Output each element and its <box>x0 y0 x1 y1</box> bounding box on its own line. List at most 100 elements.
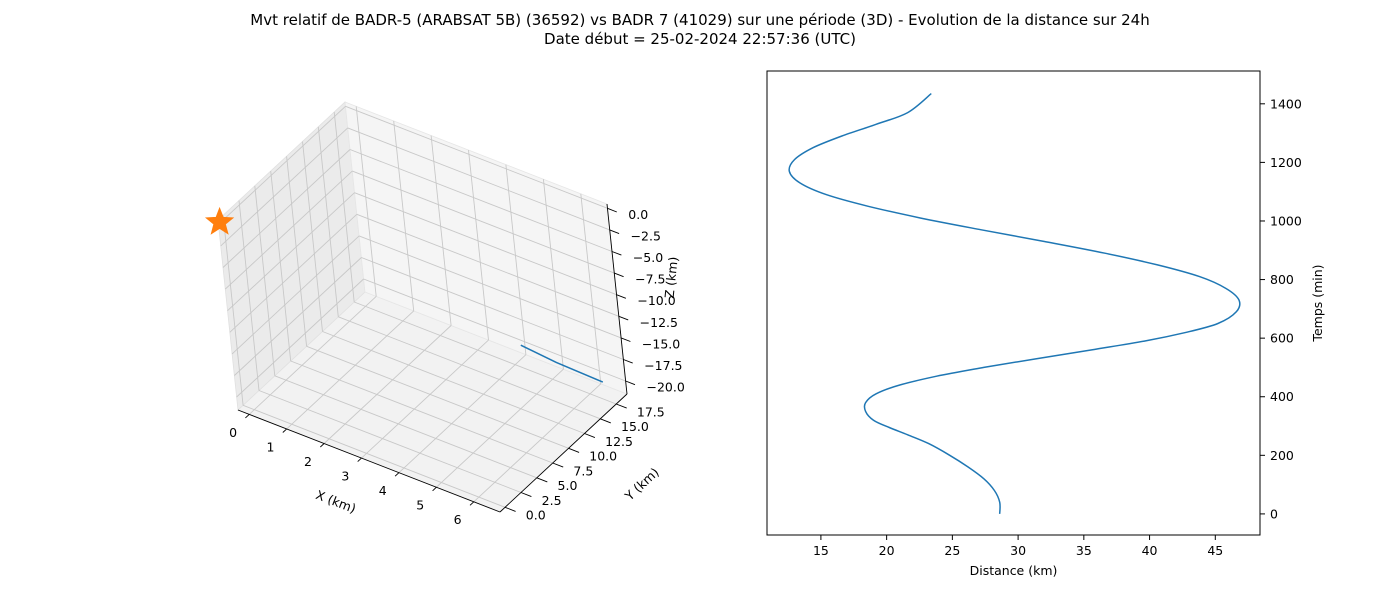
y-tick-label: 0.0 <box>526 508 546 523</box>
z-tick-label: −7.5 <box>635 272 665 287</box>
x-tick <box>432 486 437 492</box>
y-tick <box>520 492 532 498</box>
grid-line-z-wall <box>224 170 353 290</box>
y-axis-label: Y (km) <box>621 465 662 504</box>
y-axis-label: Temps (min) <box>1310 264 1325 342</box>
y-tick <box>568 447 580 453</box>
grid-line-y-floor <box>338 316 601 420</box>
y-tick <box>616 403 627 409</box>
y-tick-label: 0 <box>1270 506 1278 521</box>
grid-line-y-floor <box>274 375 537 479</box>
grid-line-z-wall <box>231 235 360 355</box>
grid-line-x-back <box>393 120 415 311</box>
grid-line-y-wall <box>238 200 260 391</box>
grid-line-z-back <box>363 278 626 382</box>
x-tick-label: 30 <box>1010 543 1026 558</box>
y-tick-label: 600 <box>1270 331 1294 346</box>
grid-line-y-wall <box>317 126 339 317</box>
x-axis-label: Distance (km) <box>970 563 1058 578</box>
z-tick <box>623 359 633 364</box>
y-tick-label: 10.0 <box>589 449 617 464</box>
x-tick <box>282 428 288 433</box>
y-tick-label: 5.0 <box>558 478 578 493</box>
x-tick-label: 6 <box>454 512 462 527</box>
x-tick <box>357 457 362 462</box>
x-tick-label: 35 <box>1076 543 1092 558</box>
z-tick-label: −17.5 <box>644 358 682 373</box>
y-tick <box>504 506 516 512</box>
grid-line-y-wall <box>286 156 308 347</box>
grid-line-y-floor <box>258 390 522 493</box>
grid-line-z-wall <box>218 105 346 225</box>
grid-line-y-floor <box>354 301 617 405</box>
x-tick-label: 4 <box>379 483 387 498</box>
y-tick <box>600 418 611 424</box>
x-tick-label: 1 <box>267 439 275 454</box>
grid-line-y-wall <box>254 185 276 376</box>
z-tick-label: −12.5 <box>640 315 678 330</box>
grid-line-x-back <box>430 135 452 326</box>
x-axis-label: X (km) <box>314 487 358 516</box>
z-tick-label: −15.0 <box>642 336 680 351</box>
trajectory-line <box>520 344 604 383</box>
x-tick <box>319 443 325 448</box>
grid-line-y-wall <box>270 170 292 362</box>
y-tick-label: 800 <box>1270 272 1294 287</box>
y-tick-label: 2.5 <box>542 493 562 508</box>
grid-line-z-back <box>345 105 608 209</box>
z-axis-line <box>606 203 628 395</box>
x-tick-label: 3 <box>341 469 349 484</box>
z-tick <box>616 294 627 299</box>
grid-line-y-wall <box>222 215 244 406</box>
z-tick-label: −20.0 <box>646 380 684 395</box>
grid-line-y-floor <box>242 404 506 508</box>
figure-title-line2: Date début = 25-02-2024 22:57:36 (UTC) <box>544 30 856 48</box>
grid-line-z-back <box>349 149 613 252</box>
distance-curve <box>788 93 1241 514</box>
z-tick-label: −10.0 <box>637 293 675 308</box>
grid-line-x-back <box>580 193 602 384</box>
y-tick-label: 1400 <box>1270 96 1302 111</box>
z-tick <box>620 337 631 342</box>
start-star-marker <box>204 206 235 235</box>
x-tick <box>245 414 250 419</box>
y-tick-label: 17.5 <box>637 404 665 419</box>
grid-line-y-floor <box>322 331 585 434</box>
z-tick-label: −2.5 <box>631 228 661 243</box>
grid-line-z-wall <box>227 192 355 312</box>
grid-line-x-back <box>505 164 527 355</box>
z-tick <box>609 229 620 235</box>
z-tick-label: −5.0 <box>633 250 663 265</box>
x-tick-label: 5 <box>416 498 424 513</box>
y-tick-label: 1200 <box>1270 155 1302 170</box>
x-tick <box>469 501 475 506</box>
y-tick <box>552 462 564 468</box>
grid-line-z-back <box>358 235 622 339</box>
y-tick <box>536 477 548 483</box>
z-tick-label: 0.0 <box>628 207 648 222</box>
grid-line-z-back <box>361 257 624 360</box>
z-tick <box>614 272 624 278</box>
plot-area-frame <box>766 70 1261 536</box>
grid-line-z-wall <box>229 213 358 333</box>
grid-line-z-back <box>356 213 619 317</box>
grid-line-z-wall <box>220 127 349 247</box>
grid-line-x-back <box>468 150 489 341</box>
grid-line-z-back <box>347 127 610 231</box>
y-tick-label: 1000 <box>1270 213 1302 228</box>
x-tick-label: 45 <box>1207 543 1223 558</box>
grid-line-z-back <box>354 192 617 296</box>
grid-line-y-wall <box>333 111 355 303</box>
y-tick-label: 7.5 <box>573 463 593 478</box>
x-tick-label: 40 <box>1142 543 1158 558</box>
z-tick <box>625 380 636 386</box>
x-tick-label: 25 <box>944 543 960 558</box>
y-tick-label: 400 <box>1270 389 1294 404</box>
grid-line-y-wall <box>302 141 323 332</box>
x-tick-label: 15 <box>813 543 829 558</box>
grid-line-z-wall <box>234 257 362 376</box>
z-tick <box>611 251 622 256</box>
x-tick <box>394 472 400 477</box>
